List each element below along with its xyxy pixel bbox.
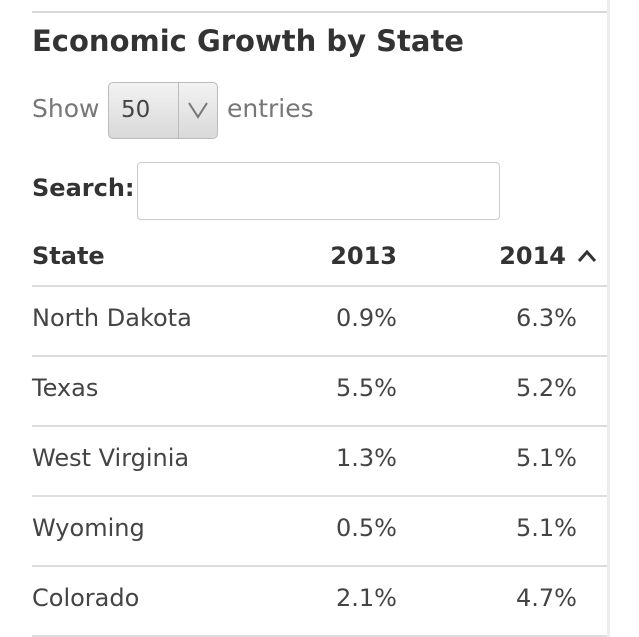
row-divider: [32, 635, 607, 637]
border: [607, 0, 610, 637]
row-divider: [32, 495, 607, 497]
row-divider: [32, 285, 607, 287]
state-cell: West Virginia: [32, 444, 190, 472]
state-cell: North Dakota: [32, 304, 192, 332]
dropdown-arrow: [188, 102, 208, 119]
value-cell: 6.3%: [516, 304, 577, 332]
value-cell: 5.1%: [516, 444, 577, 472]
sort-arrow: [577, 249, 597, 262]
state-cell: Texas: [32, 374, 99, 402]
value-cell: 2.1%: [336, 584, 397, 612]
row-divider: [32, 425, 607, 427]
search-input[interactable]: [137, 162, 500, 220]
entries-select[interactable]: [108, 82, 218, 139]
state-cell: Wyoming: [32, 514, 145, 542]
select-value: 50: [121, 97, 151, 123]
divider: [32, 11, 607, 13]
value-cell: 0.9%: [336, 304, 397, 332]
value-cell: 5.1%: [516, 514, 577, 542]
select-divider: [178, 83, 179, 138]
row-divider: [32, 565, 607, 567]
column-header[interactable]: 2013: [330, 242, 397, 270]
show-label: Show: [32, 94, 100, 123]
column-header[interactable]: 2014: [499, 242, 566, 270]
row-divider: [32, 355, 607, 357]
search-label: Search:: [32, 174, 135, 202]
value-cell: 1.3%: [336, 444, 397, 472]
value-cell: 4.7%: [516, 584, 577, 612]
entries-label: entries: [227, 94, 314, 123]
column-header[interactable]: State: [32, 242, 105, 270]
value-cell: 5.5%: [336, 374, 397, 402]
state-cell: Colorado: [32, 584, 140, 612]
value-cell: 5.2%: [516, 374, 577, 402]
title: Economic Growth by State: [32, 24, 464, 58]
value-cell: 0.5%: [336, 514, 397, 542]
